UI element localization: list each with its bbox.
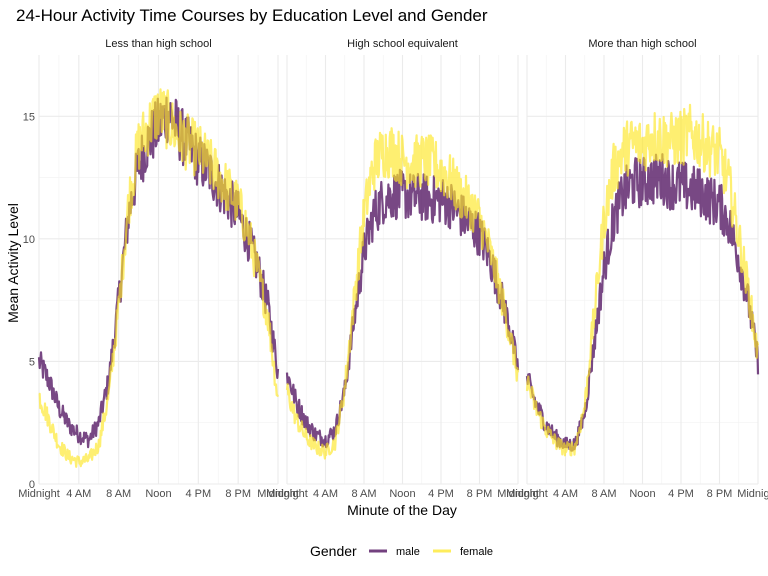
x-tick-label: 4 AM xyxy=(553,488,578,500)
panel-title: More than high school xyxy=(588,38,696,50)
panel-title: High school equivalent xyxy=(347,38,458,50)
x-tick-label: 8 AM xyxy=(591,488,616,500)
legend: Gender male female xyxy=(310,543,493,559)
x-tick-label: Noon xyxy=(629,488,655,500)
legend-title: Gender xyxy=(310,543,357,559)
series-line-female xyxy=(525,103,760,457)
series-line-female xyxy=(285,127,520,460)
x-tick-label: 4 PM xyxy=(668,488,694,500)
x-tick-label: Midnight xyxy=(18,488,60,500)
x-tick-label: 8 PM xyxy=(707,488,733,500)
x-tick-label: Noon xyxy=(145,488,171,500)
panel: More than high school Midnight 4 AM 8 AM Noo… xyxy=(506,38,768,500)
x-tick-label: Midnight xyxy=(737,488,768,500)
x-tick-label: 8 AM xyxy=(106,488,131,500)
panel: High school equivalent Midnight 4 AM 8 AM No… xyxy=(266,38,539,500)
panel-grid xyxy=(526,55,759,485)
series-line-male xyxy=(525,153,760,452)
panels-layer: Less than high school Midnight 4 AM 8 AM Noo… xyxy=(18,38,768,500)
x-tick-label: Noon xyxy=(389,488,415,500)
x-tick-label: Midnight xyxy=(497,488,539,500)
x-tick-label: Midnight xyxy=(506,488,548,500)
panel: Less than high school Midnight 4 AM 8 AM Noo… xyxy=(18,38,299,500)
x-tick-label: Midnight xyxy=(257,488,299,500)
chart-title: 24-Hour Activity Time Courses by Educati… xyxy=(16,6,488,25)
legend-label-female: female xyxy=(460,546,493,558)
y-axis-title: Mean Activity Level xyxy=(5,203,21,323)
series-line-female xyxy=(38,88,280,468)
panel-grid xyxy=(38,55,279,485)
y-tick-label: 0 xyxy=(29,479,35,491)
x-axis-title: Minute of the Day xyxy=(347,502,457,518)
legend-label-male: male xyxy=(396,546,420,558)
x-tick-label: 4 PM xyxy=(428,488,454,500)
x-tick-label: Midnight xyxy=(266,488,308,500)
x-tick-label: 8 PM xyxy=(225,488,251,500)
x-tick-label: 8 PM xyxy=(467,488,493,500)
y-tick-label: 10 xyxy=(23,234,35,246)
panel-title: Less than high school xyxy=(105,38,211,50)
x-tick-label: 4 PM xyxy=(185,488,211,500)
x-tick-label: 8 AM xyxy=(351,488,376,500)
x-tick-label: 4 AM xyxy=(66,488,91,500)
y-tick-label: 5 xyxy=(29,356,35,368)
x-tick-label: 4 AM xyxy=(313,488,338,500)
y-tick-label: 15 xyxy=(23,111,35,123)
series-line-male xyxy=(285,168,520,449)
panel-grid xyxy=(286,55,519,485)
